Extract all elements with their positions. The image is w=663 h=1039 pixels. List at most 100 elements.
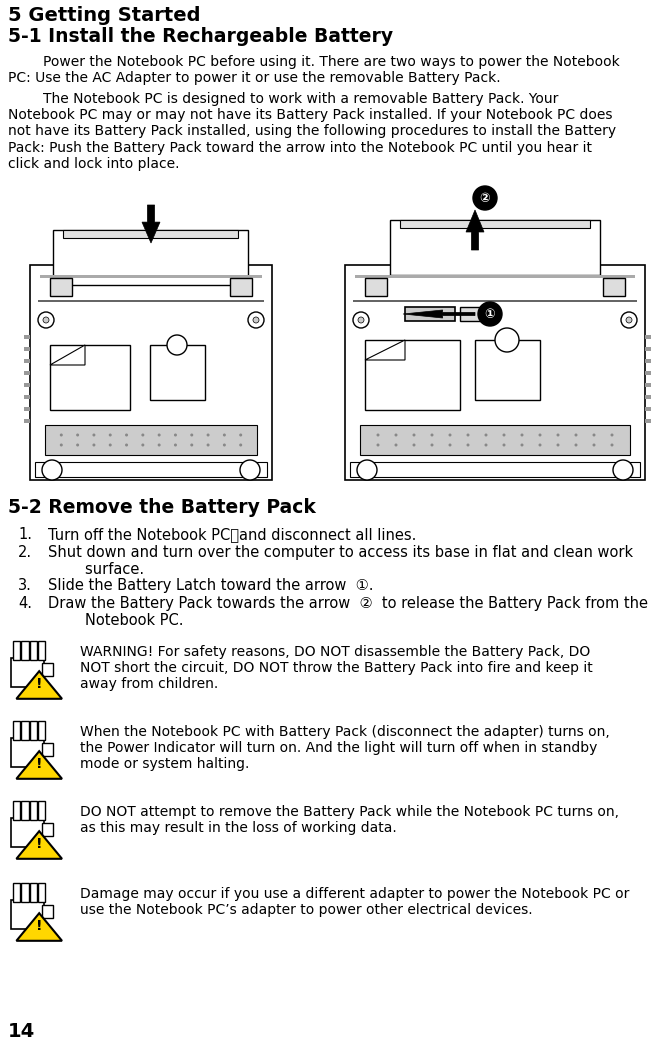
Ellipse shape (109, 444, 112, 447)
Ellipse shape (92, 433, 95, 436)
Bar (645, 371, 651, 375)
Bar (50, 345, 130, 410)
Bar (390, 220, 600, 275)
Bar (400, 220, 590, 228)
Text: !: ! (36, 918, 42, 933)
Ellipse shape (253, 317, 259, 323)
Ellipse shape (520, 433, 524, 436)
Bar (645, 407, 651, 411)
Ellipse shape (430, 433, 434, 436)
Bar (50, 278, 72, 296)
Bar (13, 721, 21, 740)
Polygon shape (403, 310, 475, 318)
Ellipse shape (60, 444, 63, 447)
Ellipse shape (626, 317, 632, 323)
Ellipse shape (485, 444, 487, 447)
Bar (645, 347, 651, 351)
Bar (645, 359, 651, 363)
Ellipse shape (239, 444, 242, 447)
Bar (645, 335, 651, 339)
Bar (13, 801, 21, 820)
Text: !: ! (36, 836, 42, 851)
Bar (13, 641, 21, 660)
Ellipse shape (412, 433, 416, 436)
Ellipse shape (473, 186, 497, 210)
Ellipse shape (611, 444, 613, 447)
Ellipse shape (43, 317, 49, 323)
Bar (645, 383, 651, 387)
Bar (29, 801, 36, 820)
Bar (29, 641, 36, 660)
Ellipse shape (377, 433, 379, 436)
Polygon shape (466, 210, 484, 250)
Bar (24, 371, 30, 375)
Ellipse shape (478, 302, 502, 326)
Bar (21, 721, 29, 740)
Ellipse shape (503, 444, 505, 447)
Ellipse shape (467, 444, 469, 447)
Bar (38, 641, 45, 660)
Bar (360, 425, 630, 455)
Ellipse shape (60, 433, 63, 436)
Text: 3.: 3. (18, 578, 32, 593)
Polygon shape (142, 205, 160, 243)
Bar (365, 340, 460, 410)
Bar (230, 278, 252, 296)
Bar (645, 419, 651, 423)
Ellipse shape (575, 444, 577, 447)
Bar (30, 265, 272, 480)
Ellipse shape (141, 444, 145, 447)
Bar (45, 425, 257, 455)
Ellipse shape (467, 433, 469, 436)
Ellipse shape (503, 433, 505, 436)
Bar (355, 275, 635, 278)
Ellipse shape (248, 312, 264, 328)
Text: Turn off the Notebook PC，and disconnect all lines.: Turn off the Notebook PC，and disconnect … (48, 527, 416, 542)
Ellipse shape (430, 444, 434, 447)
Bar (365, 278, 387, 296)
Ellipse shape (174, 433, 177, 436)
Text: Shut down and turn over the computer to access its base in flat and clean work
 : Shut down and turn over the computer to … (48, 545, 633, 578)
Ellipse shape (394, 433, 398, 436)
Bar (13, 883, 21, 902)
Ellipse shape (621, 312, 637, 328)
Bar (42, 823, 53, 836)
Text: 5-1 Install the Rechargeable Battery: 5-1 Install the Rechargeable Battery (8, 27, 393, 46)
Ellipse shape (42, 460, 62, 480)
Bar (11, 658, 44, 687)
Polygon shape (50, 345, 85, 365)
Ellipse shape (141, 433, 145, 436)
Bar (603, 278, 625, 296)
Ellipse shape (613, 460, 633, 480)
Text: Power the Notebook PC before using it. There are two ways to power the Notebook
: Power the Notebook PC before using it. T… (8, 55, 620, 85)
Bar (38, 300, 264, 302)
Ellipse shape (357, 460, 377, 480)
Text: ②: ② (480, 191, 491, 205)
Bar (24, 359, 30, 363)
Bar (150, 345, 205, 400)
Ellipse shape (92, 444, 95, 447)
Bar (38, 883, 45, 902)
Ellipse shape (125, 433, 128, 436)
Bar (24, 395, 30, 399)
Ellipse shape (448, 444, 452, 447)
Ellipse shape (207, 433, 210, 436)
Bar (35, 462, 267, 477)
Ellipse shape (611, 433, 613, 436)
Text: 4.: 4. (18, 596, 32, 611)
Polygon shape (17, 671, 62, 699)
Ellipse shape (223, 433, 226, 436)
Bar (63, 230, 238, 238)
Bar (11, 900, 44, 929)
Ellipse shape (593, 433, 595, 436)
Polygon shape (17, 831, 62, 859)
Ellipse shape (556, 444, 560, 447)
Bar (29, 721, 36, 740)
Ellipse shape (358, 317, 364, 323)
Text: 5-2 Remove the Battery Pack: 5-2 Remove the Battery Pack (8, 498, 316, 517)
Text: DO NOT attempt to remove the Battery Pack while the Notebook PC turns on,
as thi: DO NOT attempt to remove the Battery Pac… (80, 805, 619, 835)
Bar (38, 801, 45, 820)
Bar (24, 419, 30, 423)
Polygon shape (17, 913, 62, 940)
Bar (405, 307, 455, 321)
